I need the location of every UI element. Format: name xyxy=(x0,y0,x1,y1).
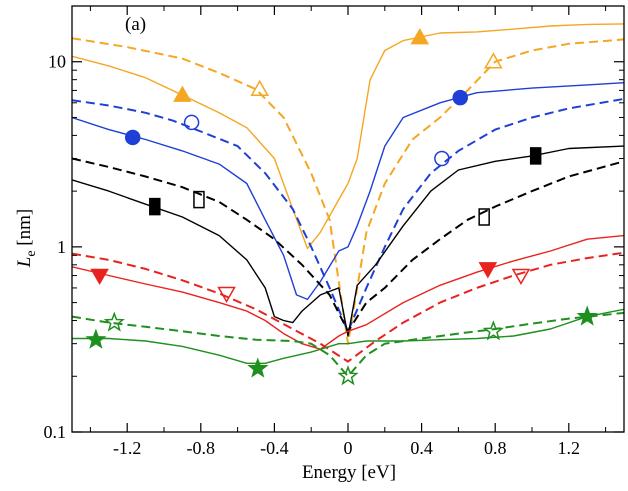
y-axis-title-unit: [nm] xyxy=(14,209,35,251)
series-6-marker-1 xyxy=(478,262,498,279)
series-9-marker-2 xyxy=(482,320,504,341)
series-9-marker-0 xyxy=(103,311,125,332)
series-5-marker-0 xyxy=(193,190,205,209)
y-axis-title-subscript: e xyxy=(24,250,39,256)
x-tick-label-5: 0.8 xyxy=(484,438,507,458)
series-0-marker-0 xyxy=(173,85,192,102)
x-tick-label-1: -0.8 xyxy=(187,438,216,458)
series-3-marker-1 xyxy=(434,150,450,167)
series-9-marker-1 xyxy=(337,365,359,386)
series-2-marker-1 xyxy=(452,89,468,106)
x-tick-label-3: 0 xyxy=(344,438,353,458)
x-tick-label-0: -1.2 xyxy=(113,438,142,458)
y-tick-label-0: 0.1 xyxy=(44,422,67,442)
series-1-marker-1 xyxy=(484,52,503,69)
series-1-marker-0 xyxy=(250,79,269,97)
series-line-7 xyxy=(72,251,624,363)
y-tick-label-2: 10 xyxy=(48,52,66,72)
series-2-marker-0 xyxy=(124,129,141,146)
panel-label: (a) xyxy=(125,14,146,35)
series-line-9 xyxy=(72,311,624,378)
series-0-marker-1 xyxy=(410,28,430,45)
series-3-marker-0 xyxy=(183,114,200,131)
series-4-marker-1 xyxy=(529,147,542,165)
x-tick-label-2: -0.4 xyxy=(260,438,289,458)
series-line-1 xyxy=(72,37,624,345)
x-tick-label-6: 1.2 xyxy=(558,438,581,458)
x-axis-title: Energy [eV] xyxy=(302,462,396,483)
series-line-8 xyxy=(72,308,624,364)
x-tick-label-4: 0.4 xyxy=(410,438,433,458)
marker-layer xyxy=(85,28,598,386)
series-line-3 xyxy=(72,97,624,333)
series-6-marker-0 xyxy=(90,268,109,286)
series-layer xyxy=(72,23,624,378)
series-line-6 xyxy=(72,234,624,350)
series-8-marker-2 xyxy=(576,305,598,326)
series-8-marker-0 xyxy=(85,328,107,349)
y-axis-title: Le [nm] xyxy=(14,209,39,268)
series-7-marker-0 xyxy=(217,286,236,303)
series-line-4 xyxy=(72,145,624,337)
tick-layer: -1.2 -0.8 -0.4 0 0.4 0.8 1.2 0.1 1 10 xyxy=(44,5,624,458)
series-line-0 xyxy=(72,23,624,250)
series-5-marker-1 xyxy=(478,208,490,226)
y-tick-label-1: 1 xyxy=(57,237,66,257)
y-axis-title-symbol: L xyxy=(14,257,35,269)
series-7-marker-1 xyxy=(511,268,531,286)
series-4-marker-0 xyxy=(149,197,161,216)
series-8-marker-1 xyxy=(247,357,269,378)
